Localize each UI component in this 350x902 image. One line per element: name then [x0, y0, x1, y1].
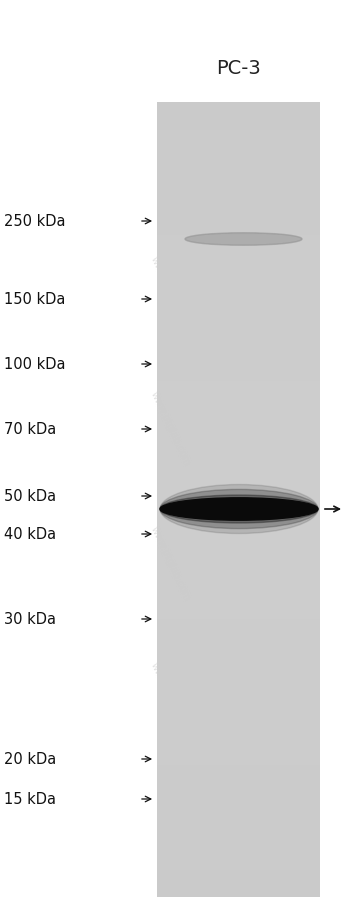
- Ellipse shape: [185, 234, 302, 246]
- Text: www.ptglab.com: www.ptglab.com: [148, 254, 192, 332]
- Ellipse shape: [160, 498, 318, 520]
- Text: 20 kDa: 20 kDa: [4, 751, 56, 767]
- Ellipse shape: [185, 234, 302, 246]
- Text: 30 kDa: 30 kDa: [4, 612, 56, 627]
- Text: 250 kDa: 250 kDa: [4, 215, 65, 229]
- Text: www.ptglab.com: www.ptglab.com: [148, 390, 192, 467]
- Ellipse shape: [160, 485, 318, 534]
- Text: www.ptglab.com: www.ptglab.com: [148, 659, 192, 737]
- Text: PC-3: PC-3: [216, 59, 261, 78]
- Text: 150 kDa: 150 kDa: [4, 292, 65, 308]
- Text: 15 kDa: 15 kDa: [4, 792, 56, 806]
- Ellipse shape: [160, 490, 318, 529]
- Ellipse shape: [160, 495, 318, 523]
- Text: 50 kDa: 50 kDa: [4, 489, 56, 504]
- Text: 100 kDa: 100 kDa: [4, 357, 65, 373]
- Text: 40 kDa: 40 kDa: [4, 527, 56, 542]
- Text: 70 kDa: 70 kDa: [4, 422, 56, 437]
- Text: www.ptglab.com: www.ptglab.com: [148, 525, 192, 603]
